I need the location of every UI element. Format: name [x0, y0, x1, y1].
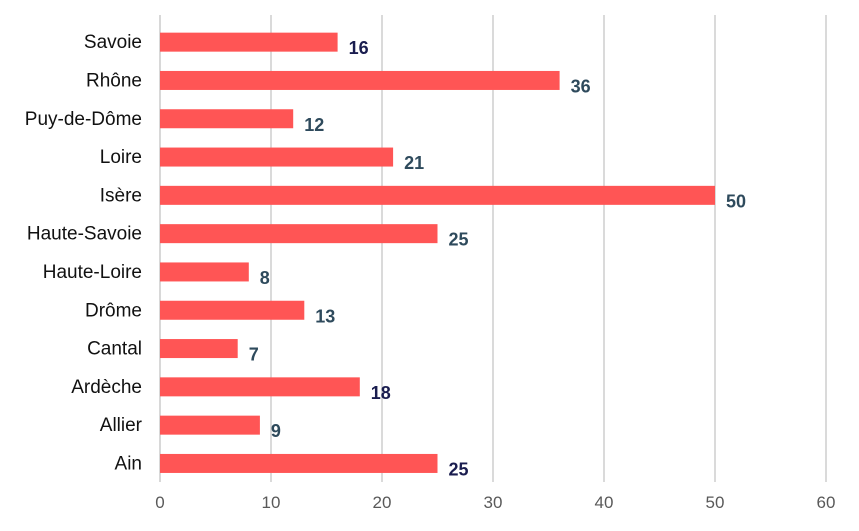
x-tick-label: 50 — [706, 493, 725, 512]
category-label: Cantal — [87, 339, 142, 360]
gridlines — [159, 15, 827, 482]
bar-ain — [160, 453, 438, 473]
bar-puy-de-d-me — [160, 109, 294, 129]
category-label: Drôme — [85, 300, 142, 321]
data-label: 50 — [726, 191, 746, 211]
data-label: 36 — [571, 76, 591, 96]
data-label: 25 — [449, 459, 469, 479]
data-label: 21 — [404, 153, 424, 173]
bar-rh-ne — [160, 70, 560, 90]
data-label: 8 — [260, 268, 270, 288]
x-tick-label: 40 — [595, 493, 614, 512]
category-label: Ardèche — [71, 377, 142, 398]
category-label: Haute-Loire — [43, 262, 142, 283]
bar-haute-loire — [160, 262, 249, 282]
bar-allier — [160, 415, 260, 435]
bars — [160, 32, 715, 473]
bar-cantal — [160, 339, 238, 359]
bar-ard-che — [160, 377, 360, 397]
bar-loire — [160, 147, 394, 167]
category-label: Allier — [100, 415, 143, 436]
bar-haute-savoie — [160, 224, 438, 244]
bar-is-re — [160, 185, 715, 205]
data-label: 16 — [349, 38, 369, 58]
category-label: Puy-de-Dôme — [25, 109, 142, 130]
category-label: Rhône — [86, 70, 142, 91]
category-label: Ain — [115, 453, 142, 474]
category-label: Haute-Savoie — [27, 224, 142, 245]
data-label: 12 — [304, 115, 324, 135]
bar-savoie — [160, 32, 338, 52]
data-labels: 16 36 12 21 50 25 8 13 7 18 9 25 — [249, 38, 746, 479]
x-tick-label: 60 — [817, 493, 836, 512]
x-tick-label: 30 — [484, 493, 503, 512]
x-axis-ticks: 0 10 20 30 40 50 60 — [155, 493, 835, 512]
x-tick-label: 0 — [155, 493, 164, 512]
data-label: 18 — [371, 383, 391, 403]
category-label: Savoie — [84, 32, 142, 53]
x-tick-label: 10 — [262, 493, 281, 512]
data-label: 13 — [315, 306, 335, 326]
x-tick-label: 20 — [373, 493, 392, 512]
category-labels: Savoie Rhône Puy-de-Dôme Loire Isère Haute-Sa… — [25, 32, 143, 474]
category-label: Loire — [100, 147, 142, 168]
data-label: 9 — [271, 421, 281, 441]
bar-dr-me — [160, 300, 305, 320]
data-label: 25 — [449, 230, 469, 250]
category-label: Isère — [100, 185, 142, 206]
data-label: 7 — [249, 345, 259, 365]
